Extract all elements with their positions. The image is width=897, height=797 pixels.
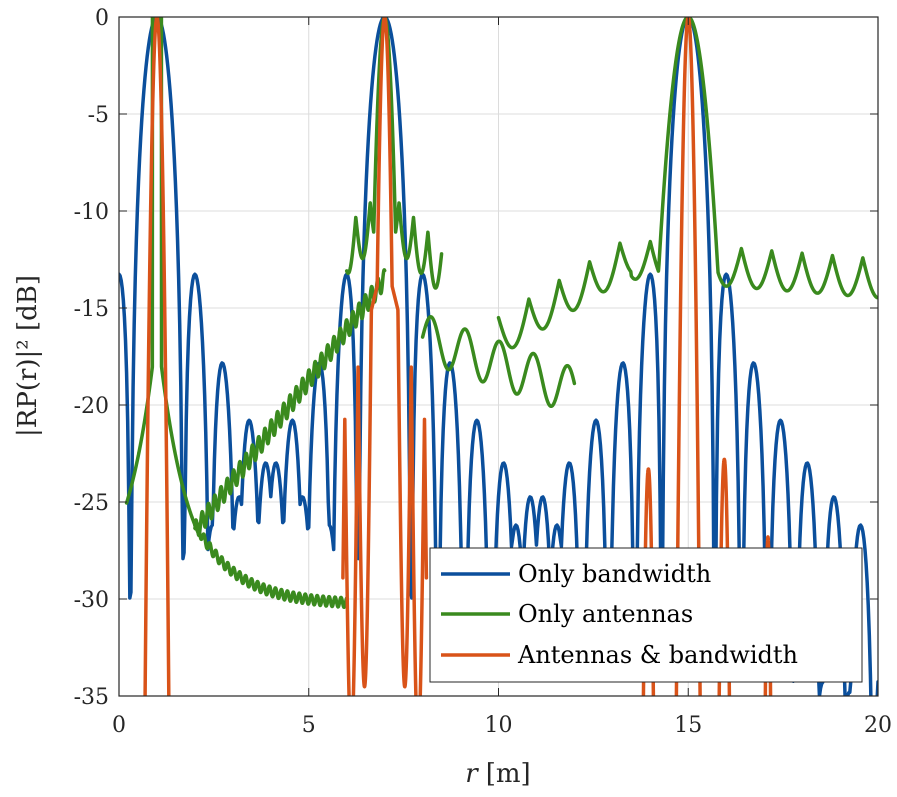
series-line-only-bandwidth-segment-0 <box>119 17 878 696</box>
series-line-only-antennas-segment-1 <box>193 522 349 610</box>
y-axis-label: |RP(r)|² [dB] <box>13 275 43 437</box>
series-line-only-antennas-segment-0 <box>124 17 201 536</box>
legend-label-only-bandwidth: Only bandwidth <box>518 560 711 588</box>
x-axis-unit: [m] <box>486 759 531 789</box>
y-tick-label: -15 <box>74 297 109 322</box>
series-line-antennas-and-bandwidth-segment-2 <box>641 467 656 696</box>
series-line-only-antennas-segment-2 <box>193 268 387 538</box>
legend: Only bandwidth Only antennas Antennas & … <box>429 547 863 683</box>
x-tick-label: 10 <box>485 713 513 738</box>
series-line-only-antennas-segment-4 <box>420 315 577 409</box>
y-tick-label: -5 <box>88 103 109 128</box>
legend-label-only-antennas: Only antennas <box>518 600 693 628</box>
x-axis-variable: r <box>465 759 479 789</box>
axis-ticks: 0 5 10 15 20 0 -5 -10 -15 -20 -25 -30 -35 <box>74 6 892 738</box>
series-line-antennas-and-bandwidth-segment-3 <box>674 17 702 696</box>
series-line-antennas-and-bandwidth-segment-1 <box>341 17 429 696</box>
y-tick-label: -30 <box>74 588 109 613</box>
y-tick-label: -25 <box>74 491 109 516</box>
y-tick-label: 0 <box>95 6 109 31</box>
y-tick-label: -10 <box>74 200 109 225</box>
series-line-antennas-and-bandwidth-segment-5 <box>763 535 773 696</box>
legend-label-antennas-and-bandwidth: Antennas & bandwidth <box>517 641 798 669</box>
x-tick-label: 0 <box>112 713 126 738</box>
x-tick-label: 15 <box>674 713 702 738</box>
series-line-only-antennas-segment-5 <box>496 17 878 350</box>
y-tick-label: -20 <box>74 394 109 419</box>
series-line-antennas-and-bandwidth-segment-4 <box>717 457 732 696</box>
x-tick-label: 5 <box>302 713 316 738</box>
series-layer <box>119 17 878 696</box>
series-line-only-antennas-segment-3 <box>344 17 444 290</box>
x-axis-label: r [m] <box>465 759 530 789</box>
x-tick-label: 20 <box>864 713 892 738</box>
y-tick-label: -35 <box>74 685 109 710</box>
